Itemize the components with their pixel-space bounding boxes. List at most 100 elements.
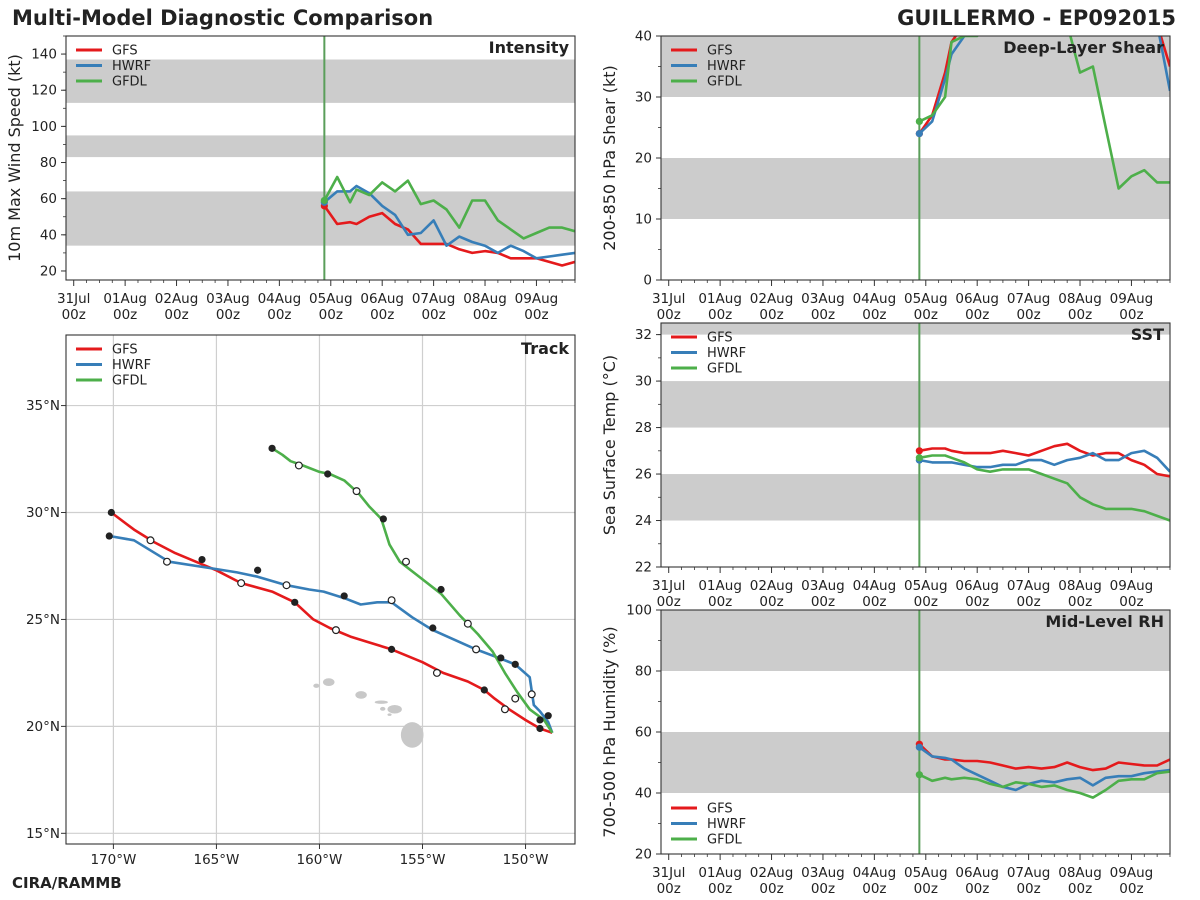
track-marker-filled-gfs — [198, 555, 206, 564]
intensity-ytick-label: 20 — [40, 263, 57, 279]
intensity-xtick-label-date: 31Jul — [57, 291, 90, 307]
rh-xtick-label-date: 31Jul — [652, 865, 685, 881]
intensity-band-2 — [66, 59, 575, 103]
rh-legend-label-hwrf: HWRF — [707, 817, 746, 832]
intensity-xtick-label-date: 05Aug — [309, 291, 353, 307]
island-molokai — [374, 700, 388, 704]
track-marker-filled-gfdl — [497, 654, 505, 662]
intensity-line-hwrf — [323, 184, 575, 260]
rh-xtick-label-hour: 00z — [1119, 881, 1143, 897]
sst-frame — [660, 322, 1171, 568]
intensity-xtick-label-hour: 00z — [164, 307, 188, 323]
track-marker-filled-gfs — [480, 686, 488, 694]
track-line-gfs — [110, 511, 553, 735]
track-marker-filled-gfdl — [268, 444, 276, 452]
shear-band-1 — [661, 36, 1170, 97]
rh-ytick-label: 60 — [635, 725, 652, 741]
rh-xtick-label-date: 05Aug — [904, 865, 948, 881]
rh-xtick-label-hour: 00z — [965, 881, 989, 897]
rh-line-hwrf — [918, 746, 1170, 792]
track-marker-filled-gfs — [107, 508, 115, 517]
sst-xtick-label-date: 01Aug — [698, 578, 742, 594]
rh-band-1 — [661, 610, 1170, 671]
sst-ytick-label: 26 — [635, 467, 652, 483]
track-marker-open-hwrf — [282, 581, 291, 590]
rh-xtick-label-date: 04Aug — [853, 865, 897, 881]
sst-ytick-label: 30 — [635, 374, 652, 390]
rh-xtick-label-hour: 00z — [657, 881, 681, 897]
rh-line-gfdl — [918, 770, 1170, 799]
rh-ytick-label: 40 — [635, 786, 652, 802]
sst-xtick-label-date: 03Aug — [801, 578, 845, 594]
intensity-band-1 — [66, 135, 575, 158]
intensity-frame — [65, 35, 576, 281]
sst-band-1 — [661, 381, 1170, 428]
track-marker-filled-gfs — [387, 645, 396, 653]
shear-start-point-gfdl — [915, 117, 923, 125]
sst-band-2 — [661, 323, 1170, 335]
credit-label: CIRA/RAMMB — [12, 874, 122, 892]
track-marker-filled-gfdl — [536, 716, 544, 724]
track-marker-filled-hwrf — [544, 712, 552, 720]
rh-band-0 — [661, 732, 1170, 793]
rh-line-gfs — [918, 743, 1170, 772]
track-marker-open-gfs — [500, 705, 509, 714]
track-ytick-label: 30°N — [26, 505, 60, 521]
rh-xtick-label-hour: 00z — [759, 881, 783, 897]
island-lanai — [380, 706, 386, 711]
shear-xtick-label-hour: 00z — [1119, 307, 1143, 323]
track-ytick-label: 15°N — [26, 826, 60, 842]
rh-start-point-gfdl — [915, 771, 923, 779]
sst-xtick-label-hour: 00z — [1119, 594, 1143, 610]
island-maui — [387, 704, 402, 714]
track-marker-filled-gfdl — [437, 585, 445, 594]
track-marker-filled-gfdl — [379, 515, 387, 523]
rh-ytick-label: 20 — [635, 847, 652, 863]
sst-line-hwrf — [919, 449, 1170, 473]
sst-ytick-label: 24 — [635, 513, 652, 529]
track-marker-open-gfdl — [402, 557, 411, 566]
shear-xtick-label-date: 31Jul — [652, 291, 685, 307]
island-kauai — [322, 678, 335, 686]
sst-line-gfs — [919, 442, 1170, 478]
sst-start-point-gfs — [915, 447, 923, 455]
track-marker-open-gfdl — [352, 487, 361, 496]
track-marker-filled-hwrf — [340, 592, 348, 600]
track-frame — [65, 334, 576, 845]
shear-ytick-label: 30 — [635, 90, 652, 106]
sst-legend-label-gfs: GFS — [707, 331, 733, 346]
track-marker-filled-hwrf — [105, 532, 113, 540]
shear-xtick-label-hour: 00z — [657, 307, 681, 323]
track-xtick-label: 155°W — [400, 852, 446, 868]
shear-xtick-label-hour: 00z — [862, 307, 886, 323]
rh-panel: 2040608010031Jul00z01Aug00z02Aug00z03Aug… — [600, 603, 1171, 897]
track-xtick-label: 160°W — [297, 852, 343, 868]
page-title: Multi-Model Diagnostic Comparison — [12, 6, 433, 30]
shear-band-0 — [661, 158, 1170, 219]
track-marker-filled-hwrf — [429, 624, 437, 632]
track-marker-filled-hwrf — [254, 566, 262, 574]
intensity-xtick-label-hour: 00z — [319, 307, 343, 323]
rh-xtick-label-hour: 00z — [1016, 881, 1040, 897]
island-hawaii — [400, 722, 424, 748]
rh-xtick-label-date: 06Aug — [955, 865, 999, 881]
track-ytick-label: 25°N — [26, 612, 60, 628]
sst-xtick-label-hour: 00z — [811, 594, 835, 610]
rh-xtick-label-date: 02Aug — [750, 865, 794, 881]
rh-xtick-label-date: 03Aug — [801, 865, 845, 881]
track-xtick-label: 150°W — [503, 852, 549, 868]
track-marker-open-gfdl — [463, 619, 472, 628]
shear-panel-title: Deep-Layer Shear — [1003, 38, 1164, 57]
sst-xtick-label-hour: 00z — [1016, 594, 1040, 610]
shear-xtick-label-date: 09Aug — [1110, 291, 1154, 307]
rh-panel-title: Mid-Level RH — [1045, 612, 1164, 631]
sst-xtick-label-date: 08Aug — [1058, 578, 1102, 594]
intensity-panel-title: Intensity — [489, 38, 570, 57]
track-marker-filled-hwrf — [511, 660, 519, 668]
rh-ytick-label: 80 — [635, 664, 652, 680]
intensity-start-point-gfdl — [320, 196, 328, 205]
rh-legend-label-gfs: GFS — [707, 802, 733, 817]
intensity-ytick-label: 100 — [31, 119, 57, 135]
sst-ytick-label: 28 — [635, 420, 652, 436]
rh-xtick-label-date: 08Aug — [1058, 865, 1102, 881]
